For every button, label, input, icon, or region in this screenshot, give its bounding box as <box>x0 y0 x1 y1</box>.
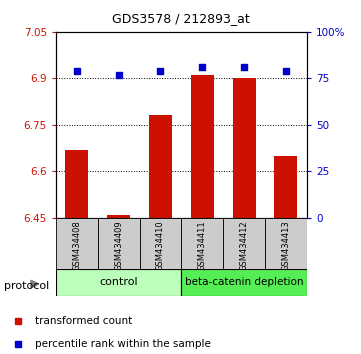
Bar <box>274 156 297 218</box>
Text: beta-catenin depletion: beta-catenin depletion <box>185 277 303 287</box>
Bar <box>107 215 130 218</box>
Bar <box>149 115 172 218</box>
Bar <box>65 150 88 218</box>
Bar <box>181 269 307 296</box>
Text: GSM434408: GSM434408 <box>72 220 81 271</box>
Point <box>199 64 205 70</box>
Text: GSM434413: GSM434413 <box>282 220 291 271</box>
Bar <box>56 218 98 269</box>
Bar <box>56 269 181 296</box>
Point <box>241 64 247 70</box>
Point <box>116 72 122 78</box>
Text: GSM434410: GSM434410 <box>156 220 165 271</box>
Text: protocol: protocol <box>4 281 49 291</box>
Bar <box>223 218 265 269</box>
Text: percentile rank within the sample: percentile rank within the sample <box>35 339 211 349</box>
Point <box>158 68 164 74</box>
Text: transformed count: transformed count <box>35 316 133 326</box>
Text: GSM434412: GSM434412 <box>240 220 249 271</box>
Bar <box>98 218 140 269</box>
Bar <box>181 218 223 269</box>
Point <box>74 68 80 74</box>
Point <box>283 68 289 74</box>
Bar <box>265 218 307 269</box>
Text: GDS3578 / 212893_at: GDS3578 / 212893_at <box>112 12 249 25</box>
Text: GSM434411: GSM434411 <box>198 220 207 271</box>
Bar <box>140 218 181 269</box>
Text: control: control <box>99 277 138 287</box>
Bar <box>191 75 214 218</box>
Bar <box>232 78 256 218</box>
Text: GSM434409: GSM434409 <box>114 220 123 271</box>
